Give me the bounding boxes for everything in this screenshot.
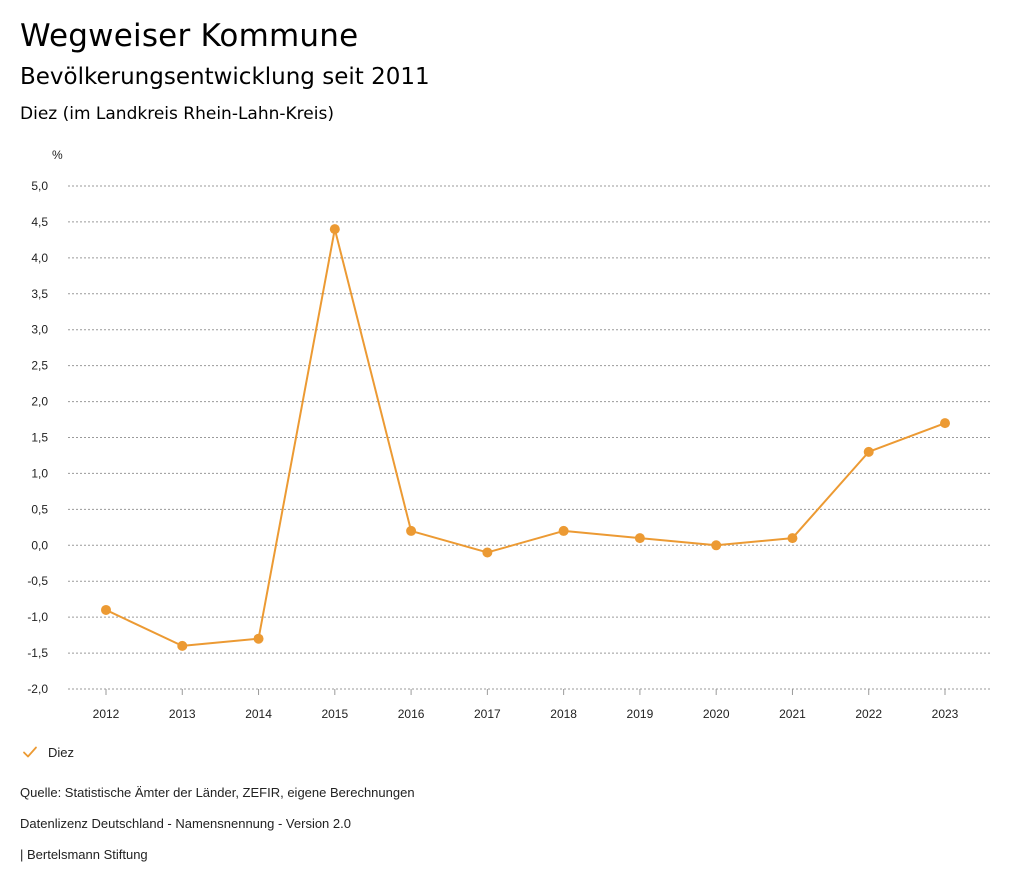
license-note: Datenlizenz Deutschland - Namensnennung … [20,816,351,831]
y-tick-label: 4,5 [31,215,48,229]
x-tick-label: 2018 [550,707,577,721]
series-line-diez [105,228,946,647]
data-point-2020[interactable] [711,540,722,551]
y-tick-label: 1,0 [31,466,48,480]
y-tick-label: -1,5 [27,646,48,660]
data-point-2014[interactable] [253,633,264,644]
x-tick-label: 2019 [627,707,654,721]
x-tick-label: 2021 [779,707,806,721]
check-icon [23,746,37,758]
data-point-2016[interactable] [406,525,417,536]
data-point-2019[interactable] [634,533,645,544]
x-tick-label: 2015 [321,707,348,721]
y-tick-label: -2,0 [27,682,48,696]
y-tick-label: 5,0 [31,179,48,193]
y-tick-label: 3,0 [31,323,48,337]
y-tick-label: 4,0 [31,251,48,265]
x-tick-label: 2014 [245,707,272,721]
legend-label: Diez [48,744,75,760]
data-point-2018[interactable] [558,525,569,536]
data-point-2021[interactable] [787,533,798,544]
y-tick-label: -1,0 [27,610,48,624]
y-tick-label: -0,5 [27,574,48,588]
y-axis-unit-label: % [52,148,63,162]
x-tick-label: 2020 [703,707,730,721]
data-point-2022[interactable] [863,446,874,457]
region-label: Diez (im Landkreis Rhein-Lahn-Kreis) [20,104,334,124]
page-title: Wegweiser Kommune [20,18,359,54]
legend-item-diez[interactable]: Diez [22,744,74,760]
source-note: Quelle: Statistische Ämter der Länder, Z… [20,785,415,800]
x-tick-label: 2023 [932,707,959,721]
y-tick-label: 3,5 [31,287,48,301]
publisher-note: | Bertelsmann Stiftung [20,847,148,862]
x-tick-label: 2022 [855,707,882,721]
x-tick-label: 2013 [169,707,196,721]
line-chart: % -2,0 -1,5 -1,0 -0,5 0,0 0,5 1,0 1,5 2,0 2,5 3,0 3… [27,148,990,721]
chart-subtitle: Bevölkerungsentwicklung seit 2011 [20,64,430,90]
y-tick-label: 2,0 [31,395,48,409]
data-point-2012[interactable] [101,604,111,615]
y-tick-label: 1,5 [31,431,48,445]
data-point-2013[interactable] [177,640,188,651]
y-tick-label: 2,5 [31,359,48,373]
y-tick-label: 0,0 [31,538,48,552]
x-tick-label: 2016 [398,707,425,721]
data-point-2015[interactable] [329,224,340,235]
data-point-2017[interactable] [482,547,493,558]
data-point-2023[interactable] [940,418,950,429]
x-tick-label: 2017 [474,707,501,721]
x-tick-label: 2012 [93,707,120,721]
y-tick-label: 0,5 [31,502,48,516]
